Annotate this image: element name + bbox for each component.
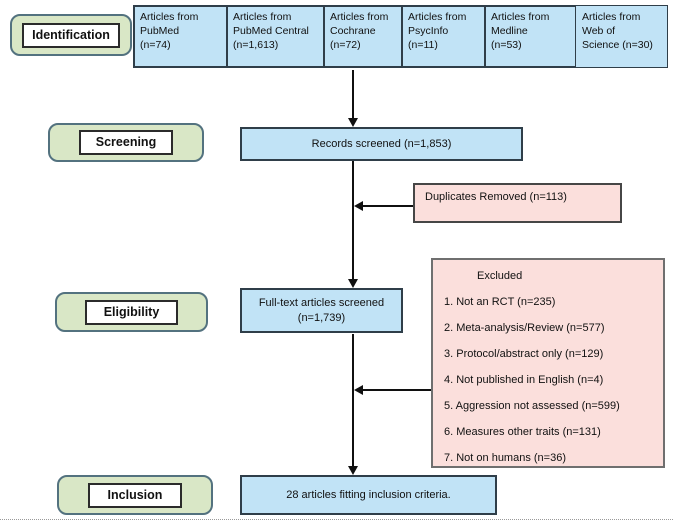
source-box-cochrane: Articles from Cochrane (n=72) [323,5,403,68]
duplicates-removed-box: Duplicates Removed (n=113) [413,183,622,223]
arrow-records-to-fulltext-line [352,161,354,279]
included-articles-box: 28 articles fitting inclusion criteria. [240,475,497,515]
excluded-box: Excluded 1. Not an RCT (n=235) 2. Meta-a… [431,258,665,468]
stage-inclusion: Inclusion [57,475,213,515]
excluded-item: 2. Meta-analysis/Review (n=577) [444,322,605,334]
stage-eligibility: Eligibility [55,292,208,332]
source-box-psycinfo: Articles from PsycInfo (n=11) [401,5,486,68]
excluded-item: 1. Not an RCT (n=235) [444,296,556,308]
arrow-excluded-line [362,389,431,391]
records-screened-box: Records screened (n=1,853) [240,127,523,161]
arrow-sources-to-records-line [352,70,354,118]
source-box-pubmed-central: Articles from PubMed Central (n=1,613) [226,5,325,68]
arrow-down-icon [348,118,358,127]
stage-screening-label: Screening [78,130,174,155]
source-box-medline: Articles from Medline (n=53) [484,5,577,68]
arrow-fulltext-to-included-line [352,334,354,466]
excluded-title: Excluded [477,270,523,282]
stage-inclusion-label: Inclusion [87,482,183,508]
fulltext-screened-box: Full-text articles screened (n=1,739) [240,288,403,333]
excluded-item: 7. Not on humans (n=36) [444,452,566,464]
stage-identification-label: Identification [22,22,120,48]
excluded-item: 4. Not published in English (n=4) [444,374,604,386]
arrow-left-icon [354,385,363,395]
source-box-pubmed: Articles from PubMed (n=74) [133,5,228,68]
arrow-duplicates-line [362,205,413,207]
stage-eligibility-label: Eligibility [85,299,178,325]
arrow-down-icon [348,466,358,475]
arrow-left-icon [354,201,363,211]
stage-identification: Identification [10,14,132,56]
excluded-item: 6. Measures other traits (n=131) [444,426,601,438]
stage-screening: Screening [48,123,204,162]
arrow-down-icon [348,279,358,288]
excluded-item: 5. Aggression not assessed (n=599) [444,400,620,412]
source-box-web-of-science: Articles from Web of Science (n=30) [575,5,668,68]
excluded-item: 3. Protocol/abstract only (n=129) [444,348,604,360]
